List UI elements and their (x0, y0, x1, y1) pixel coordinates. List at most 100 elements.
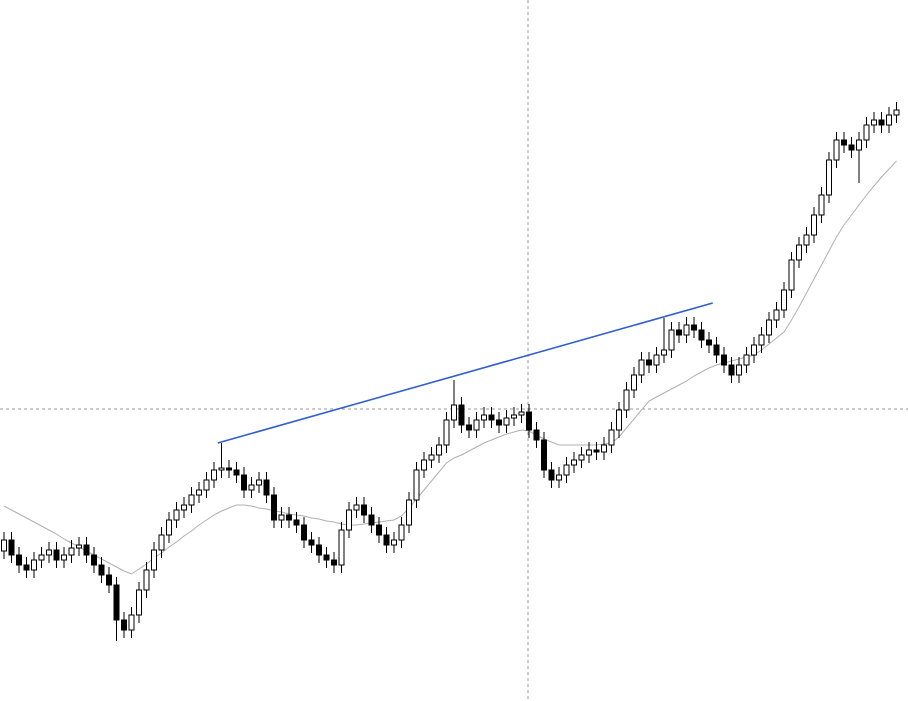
candle-body (631, 374, 637, 391)
candle-body (113, 584, 120, 621)
candle-body (308, 539, 315, 546)
candle-body (338, 529, 345, 566)
candle-body (661, 349, 667, 356)
candle-body (503, 417, 510, 426)
candle-body (803, 234, 810, 246)
candle-body (413, 469, 420, 501)
candle-body (421, 459, 427, 471)
candle-body (16, 554, 22, 566)
candle-body (46, 549, 52, 556)
candle-body (323, 554, 330, 561)
candle-body (601, 444, 607, 453)
candle-body (173, 509, 180, 521)
candle-body (301, 524, 307, 541)
candle-body (856, 139, 862, 151)
candle-body (533, 429, 540, 441)
candle-body (496, 419, 502, 426)
candle-body (691, 324, 697, 331)
candle-body (698, 329, 705, 341)
candle-body (833, 139, 840, 161)
candle-body (368, 514, 375, 526)
candle-body (668, 329, 675, 351)
candle-body (436, 444, 442, 456)
candle-body (608, 429, 615, 446)
candle-body (721, 354, 727, 366)
candle-body (406, 499, 412, 526)
candle-body (166, 519, 172, 536)
candle-body (818, 194, 825, 216)
candle-body (826, 159, 832, 196)
candle-body (23, 564, 30, 571)
candle-body (241, 474, 247, 491)
candle-body (383, 534, 390, 546)
candle-body (541, 439, 547, 471)
candle-body (788, 259, 795, 291)
candle-body (256, 479, 262, 486)
candle-body (83, 544, 90, 556)
candle-body (286, 514, 292, 521)
candle-body (181, 504, 187, 511)
candle-body (61, 554, 67, 561)
candle-body (331, 559, 337, 566)
candle-body (473, 419, 480, 431)
candle-body (526, 411, 532, 431)
candle-body (488, 414, 495, 421)
candle-body (728, 364, 735, 376)
trendline (217, 302, 713, 444)
candle-body (758, 334, 765, 346)
candle-body (353, 504, 360, 511)
candle-body (871, 119, 877, 126)
candle-body (518, 411, 525, 416)
candle-body (571, 459, 577, 466)
candle-body (616, 409, 622, 431)
candle-body (466, 424, 472, 431)
candle-body (863, 124, 870, 141)
candle-body (278, 514, 285, 521)
candle-body (751, 344, 757, 356)
candle-body (271, 494, 277, 521)
candle-body (106, 574, 112, 586)
candle-body (376, 524, 382, 536)
candle-body (226, 467, 232, 471)
candle-body (211, 469, 217, 481)
candle-body (346, 509, 352, 531)
candle-body (548, 469, 555, 481)
candle-body (706, 339, 712, 346)
candle-body (248, 484, 255, 491)
candle-body (563, 464, 570, 476)
candle-body (31, 559, 37, 571)
candle-body (143, 569, 150, 591)
candle-body (578, 454, 585, 461)
candle-body (38, 554, 45, 561)
candle-body (398, 524, 405, 541)
candle-body (766, 319, 772, 336)
candle-body (98, 564, 105, 576)
candle-body (196, 489, 202, 496)
candle-body (316, 544, 322, 556)
candle-body (128, 614, 135, 631)
candle-body (293, 519, 300, 526)
candle-body (68, 547, 75, 556)
candle-body (646, 359, 652, 366)
candle-body (848, 144, 855, 151)
candle-body (481, 414, 487, 421)
candle-body (713, 344, 720, 356)
candle-body (158, 534, 165, 551)
candle-body (263, 479, 270, 496)
candle-body (841, 139, 847, 146)
candle-body (8, 539, 15, 556)
candle-body (878, 119, 885, 126)
candle-body (91, 554, 97, 566)
candle-body (781, 289, 787, 311)
candle-body (638, 359, 645, 376)
candle-body (1, 539, 7, 552)
candle-body (233, 469, 240, 476)
candle-body (623, 389, 630, 411)
candle-body (653, 354, 660, 366)
candle-body (428, 454, 435, 461)
candle-body (773, 309, 780, 321)
candle-body (203, 479, 210, 491)
candle-body (451, 404, 457, 421)
candle-body (886, 114, 892, 126)
